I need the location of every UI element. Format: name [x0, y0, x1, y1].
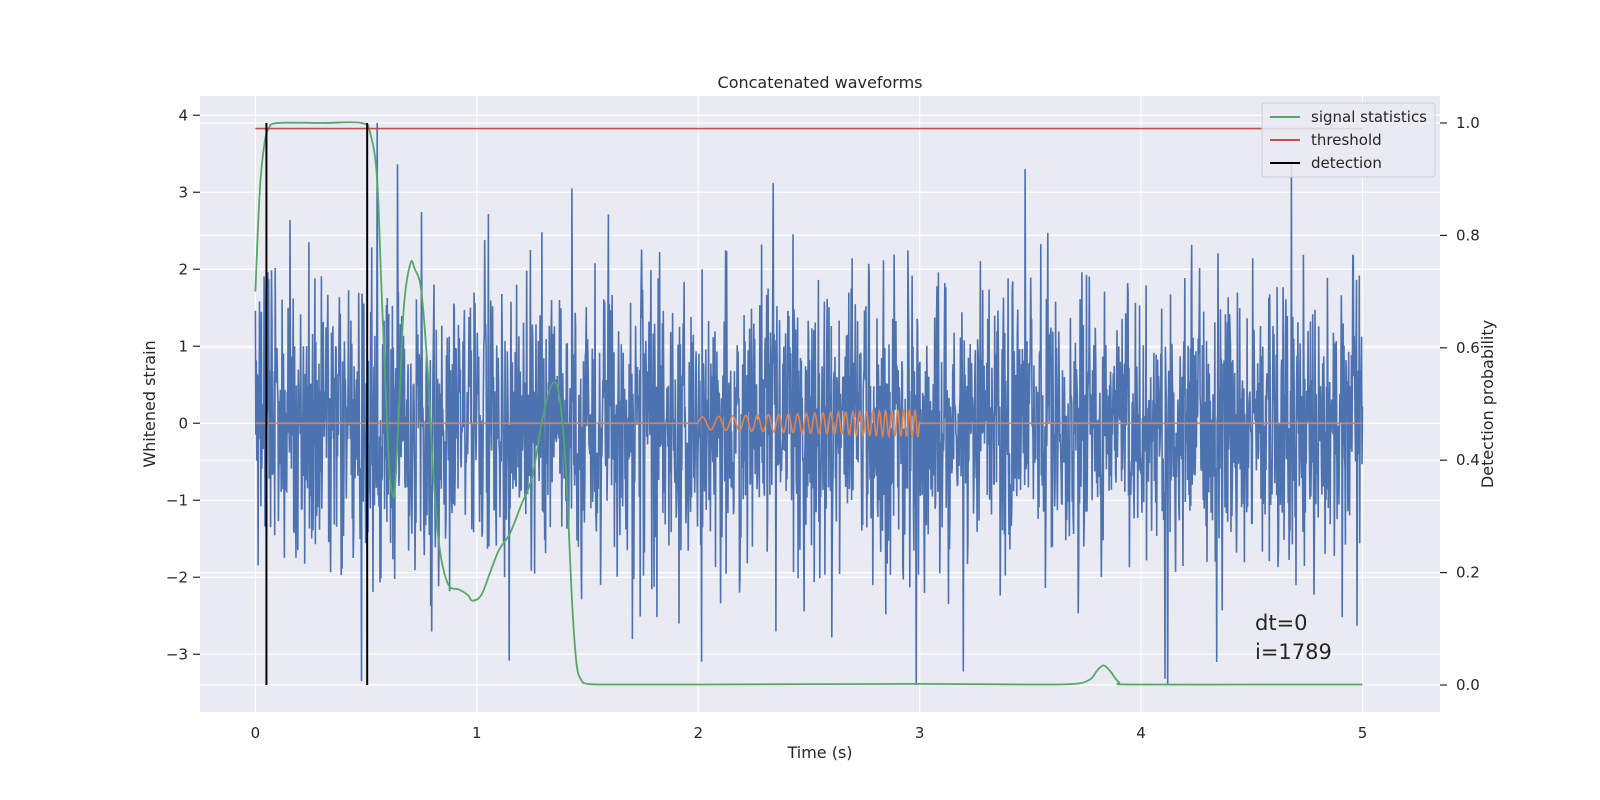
x-tick-label: 4	[1136, 724, 1146, 742]
y-axis-label: Whitened strain	[140, 340, 159, 467]
y-tick-label: 1	[178, 337, 188, 355]
y2-tick-label: 0.0	[1456, 676, 1480, 694]
y2-axis-label: Detection probability	[1478, 320, 1497, 488]
legend-box	[1261, 102, 1436, 178]
y-tick-label: 3	[178, 183, 188, 201]
signal-statistics-series	[254, 121, 1363, 686]
whitened-strain-series	[254, 122, 1364, 686]
y2-tick-label: 1.0	[1456, 114, 1480, 132]
y-tick-label: 2	[178, 260, 188, 278]
x-axis-label: Time (s)	[786, 743, 852, 762]
y-tick-label: −3	[166, 645, 188, 663]
legend: signal statistics threshold detection	[1261, 102, 1436, 178]
chart-title: Concatenated waveforms	[718, 73, 923, 92]
annotation-index: i=1789	[1255, 640, 1332, 664]
x-tick-label: 1	[472, 724, 482, 742]
y2-tick-label: 0.4	[1456, 451, 1480, 469]
y2-tick-label: 0.6	[1456, 339, 1480, 357]
x-tick-label: 2	[693, 724, 703, 742]
y-tick-label: −2	[166, 568, 188, 586]
legend-label-threshold: threshold	[1311, 131, 1382, 149]
x-axis: 0 1 2 3 4 5	[251, 724, 1368, 742]
y-tick-label: −1	[166, 491, 188, 509]
y-axis-right: 0.0 0.2 0.4 0.6 0.8 1.0	[1440, 114, 1480, 694]
y2-tick-label: 0.2	[1456, 564, 1480, 582]
x-tick-label: 0	[251, 724, 261, 742]
injected-waveform-series	[255, 407, 1363, 439]
annotation-dt: dt=0	[1255, 611, 1308, 635]
x-tick-label: 3	[915, 724, 925, 742]
y2-tick-label: 0.8	[1456, 226, 1480, 244]
y-tick-label: 0	[178, 414, 188, 432]
legend-label-detection: detection	[1311, 154, 1382, 172]
x-tick-label: 5	[1358, 724, 1368, 742]
series-layer	[254, 121, 1364, 686]
y-tick-label: 4	[178, 106, 188, 124]
y-axis-left: −3 −2 −1 0 1 2 3 4	[166, 106, 200, 663]
legend-label-signal-statistics: signal statistics	[1311, 108, 1427, 126]
